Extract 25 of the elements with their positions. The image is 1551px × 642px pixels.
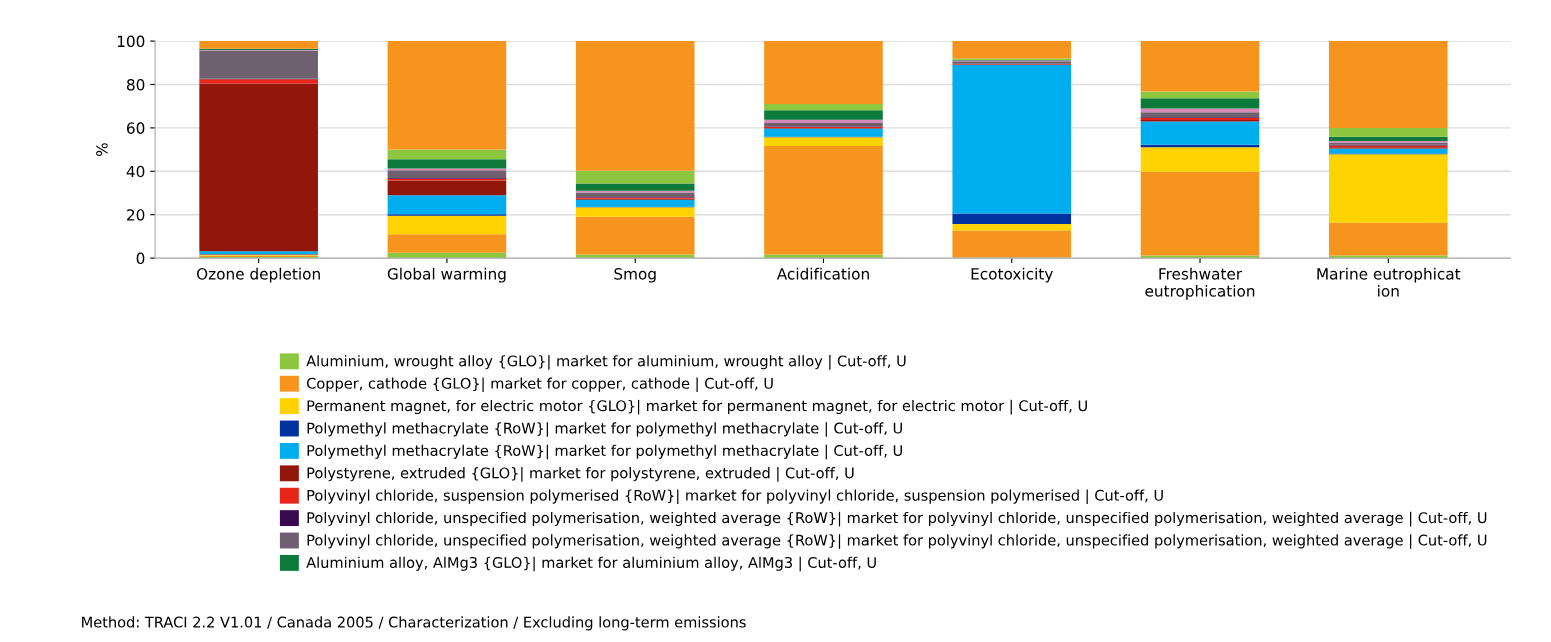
y-axis-title: % [96,143,108,156]
x-tick-label: Ecotoxicity [971,267,1053,283]
legend-label: Aluminium, wrought alloy {GLO}| market for aluminium, wrought alloy | Cut-off, U [306,355,906,370]
legend-label: Polyvinyl chloride, unspecified polymerisation, weighted average {RoW}| market for polyvinyl chloride, unspecified polymerisation, weighted average | Cut-off, U [307,534,1487,549]
y-tick-label: 80 [126,78,145,91]
x-tick-label: Marine eutrophicat ion [1317,267,1461,297]
x-tick-label: Global warming [387,267,506,283]
legend-label: Polyvinyl chloride, suspension polymerised {RoW}| market for polyvinyl chloride, suspension polymerised | Cut-off, U [307,489,1163,505]
legend-label: Polystyrene, extruded {GLO}| market for polystyrene, extruded | Cut-off, U [307,467,854,482]
y-tick-label: 0 [136,252,145,265]
legend-label: Polyvinyl chloride, unspecified polymerisation, weighted average {RoW}| market for polyvinyl chloride, unspecified polymerisation, weighted average | Cut-off, U [307,511,1487,527]
x-tick-label: Ozone depletion [196,267,320,283]
legend-label: Aluminium alloy, AlMg3 {GLO}| market for aluminium alloy, AlMg3 | Cut-off, U [306,556,876,572]
x-tick-label: Acidification [776,267,869,280]
legend-label: Copper, cathode {GLO}| market for copper, cathode | Cut-off, U [306,377,773,393]
y-tick-label: 100 [117,35,145,48]
x-tick-label: Freshwater eutrophication [1145,267,1255,300]
x-tick-label: Smog [614,268,656,283]
y-tick-label: 20 [127,209,145,221]
text: Method: TRACI 2.2 V1.01 / Canada 2005 / Characterization / Excluding long-term emissions [82,616,746,631]
legend-label: Permanent magnet, for electric motor {GLO}| market for permanent magnet, for electric motor | Cut-off, U [307,399,1087,415]
y-tick-label: 40 [126,165,145,178]
legend-label: Polymethyl methacrylate {RoW}| market for polymethyl methacrylate | Cut-off, U [307,422,902,437]
legend-label: Polymethyl methacrylate {RoW}| market for polymethyl methacrylate | Cut-off, U [307,444,902,460]
y-tick-label: 60 [127,122,145,134]
